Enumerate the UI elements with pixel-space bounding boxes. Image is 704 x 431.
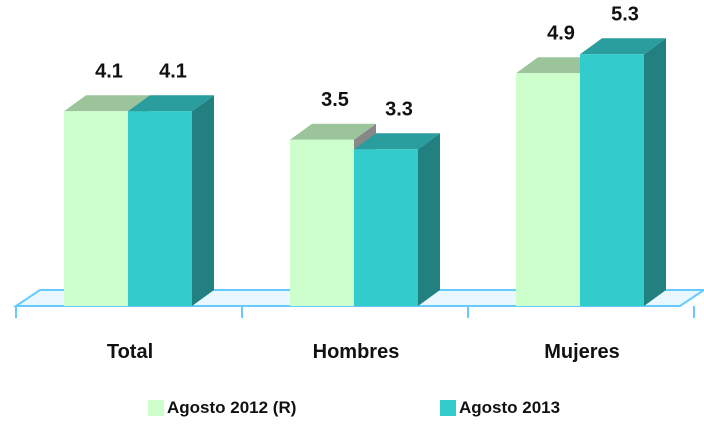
value-label-total-1: 4.1 — [95, 60, 123, 82]
value-label-hombres-1: 3.5 — [321, 89, 349, 111]
legend-label-series-1: Agosto 2012 (R) — [167, 398, 297, 417]
bar-hombres-1 — [290, 139, 354, 306]
category-label-mujeres: Mujeres — [544, 341, 620, 363]
bar-top-mujeres-2 — [580, 38, 666, 55]
bar-top-hombres-2 — [354, 133, 440, 150]
legend: Agosto 2012 (R) Agosto 2013 — [0, 398, 704, 422]
category-label-total: Total — [107, 341, 153, 363]
value-label-total-2: 4.1 — [159, 60, 187, 82]
legend-label-series-2: Agosto 2013 — [459, 398, 561, 417]
bar-mujeres-1 — [516, 73, 580, 306]
bar-hombres-2 — [354, 149, 418, 306]
bar-side-mujeres-2 — [644, 38, 666, 306]
legend-swatch-series-2 — [440, 400, 456, 416]
bar-mujeres-2 — [580, 54, 644, 306]
bar-side-total-2 — [192, 95, 214, 306]
bar-top-total-1 — [64, 95, 150, 112]
legend-item-series-1: Agosto 2012 (R) — [148, 398, 296, 418]
value-label-mujeres-2: 5.3 — [611, 3, 639, 25]
bar-side-hombres-2 — [418, 133, 440, 306]
value-label-hombres-2: 3.3 — [385, 98, 413, 120]
legend-swatch-series-1 — [148, 400, 164, 416]
legend-item-series-2: Agosto 2013 — [440, 398, 560, 418]
bar-total-2 — [128, 111, 192, 306]
value-label-mujeres-1: 4.9 — [547, 22, 575, 44]
bar-top-hombres-1 — [290, 123, 376, 140]
bar-top-total-2 — [128, 95, 214, 112]
category-label-hombres: Hombres — [313, 341, 400, 363]
bar-total-1 — [64, 111, 128, 306]
